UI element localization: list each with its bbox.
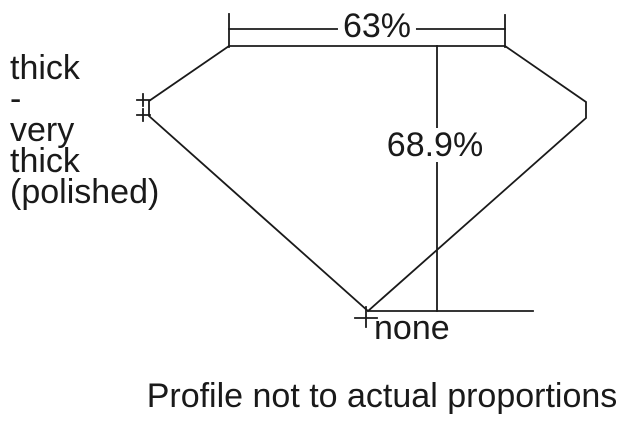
table-width-percentage: 63% (337, 9, 417, 43)
culet-label: none (374, 309, 450, 347)
culet-plus-marker (354, 306, 378, 328)
diamond-outline (148, 45, 587, 313)
girdle-tick-markers (136, 93, 151, 122)
caption: Profile not to actual proportions (146, 377, 618, 415)
total-depth-percentage: 68.9% (382, 128, 488, 162)
girdle-thickness-label: thick - very thick (polished) (10, 49, 160, 211)
